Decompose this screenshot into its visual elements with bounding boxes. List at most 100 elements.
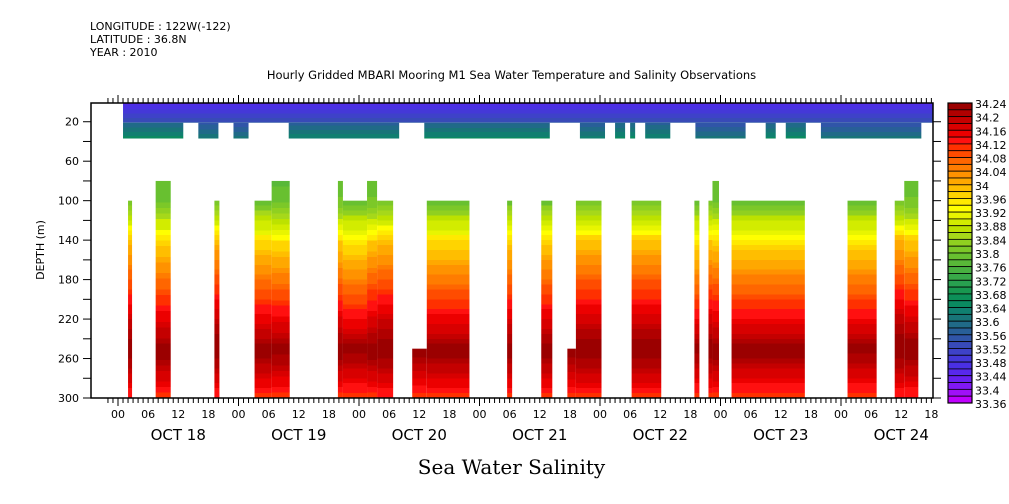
x-day-label: OCT 20 bbox=[392, 426, 447, 444]
colorbar-swatch bbox=[947, 313, 973, 322]
colorbar-swatch bbox=[947, 109, 973, 118]
x-hour-label: 18 bbox=[201, 408, 215, 421]
colorbar-swatch bbox=[947, 116, 973, 124]
colorbar-swatch bbox=[947, 123, 973, 131]
colorbar-label: 33.44 bbox=[975, 371, 1007, 384]
colorbar-swatch bbox=[947, 238, 973, 247]
colorbar-swatch bbox=[947, 361, 973, 370]
colorbar: 34.2434.234.1634.1234.0834.043433.9633.9… bbox=[947, 98, 1007, 411]
axes: 20 60 100 140 180 220 260 300 DEPTH (m) 00 06 12 18 0… bbox=[34, 95, 941, 444]
colorbar-swatch bbox=[947, 395, 973, 404]
shallow-data-cell bbox=[820, 122, 922, 139]
colorbar-swatch bbox=[947, 388, 973, 397]
colorbar-swatch bbox=[947, 327, 973, 336]
x-hour-label: 12 bbox=[894, 408, 908, 421]
colorbar-label: 33.68 bbox=[975, 289, 1007, 302]
chart-subtitle: Sea Water Salinity bbox=[417, 455, 606, 479]
latitude-label: LATITUDE : 36.8N bbox=[90, 33, 187, 46]
shallow-data-cell bbox=[288, 122, 400, 139]
shallow-data-cell bbox=[579, 122, 606, 139]
colorbar-swatch bbox=[947, 170, 973, 179]
colorbar-swatch bbox=[947, 232, 973, 240]
colorbar-label: 33.92 bbox=[975, 207, 1007, 220]
shallow-data-cell bbox=[198, 122, 219, 139]
colorbar-swatch bbox=[947, 136, 973, 145]
shallow-data-cell bbox=[630, 122, 636, 139]
x-day-label: OCT 22 bbox=[633, 426, 688, 444]
colorbar-swatch bbox=[947, 300, 973, 308]
x-hour-label: 12 bbox=[412, 408, 426, 421]
colorbar-swatch bbox=[947, 225, 973, 233]
x-hour-label: 06 bbox=[864, 408, 878, 421]
colorbar-label: 33.84 bbox=[975, 234, 1007, 247]
colorbar-label: 33.88 bbox=[975, 221, 1007, 234]
y-axis-label: DEPTH (m) bbox=[34, 220, 47, 280]
deep-data-cell bbox=[694, 200, 700, 398]
x-hour-label: 00 bbox=[352, 408, 366, 421]
colorbar-swatch bbox=[947, 252, 973, 261]
colorbar-label: 33.96 bbox=[975, 193, 1007, 206]
colorbar-swatch bbox=[947, 348, 973, 356]
colorbar-label: 33.36 bbox=[975, 398, 1007, 411]
colorbar-swatch bbox=[947, 245, 973, 254]
colorbar-swatch bbox=[947, 157, 973, 165]
colorbar-swatch bbox=[947, 211, 973, 220]
colorbar-label: 34.08 bbox=[975, 153, 1007, 166]
deep-data-cell bbox=[567, 348, 576, 398]
colorbar-swatch bbox=[947, 368, 973, 377]
x-hour-label: 12 bbox=[653, 408, 667, 421]
x-hour-label: 12 bbox=[774, 408, 788, 421]
x-hour-label: 12 bbox=[533, 408, 547, 421]
deep-data-cell bbox=[377, 200, 394, 398]
colorbar-label: 33.4 bbox=[975, 384, 1000, 397]
y-tick-label: 60 bbox=[65, 155, 79, 168]
x-hour-label: 18 bbox=[924, 408, 938, 421]
colorbar-swatch bbox=[947, 259, 973, 268]
colorbar-swatch bbox=[947, 102, 973, 111]
shallow-data-cell bbox=[695, 122, 746, 139]
x-hour-label: 06 bbox=[623, 408, 637, 421]
colorbar-swatch bbox=[947, 320, 973, 329]
x-hour-label: 12 bbox=[171, 408, 185, 421]
x-hour-label: 18 bbox=[442, 408, 456, 421]
colorbar-swatch bbox=[947, 375, 973, 383]
colorbar-swatch bbox=[947, 163, 973, 172]
x-hour-label: 12 bbox=[292, 408, 306, 421]
chart-title: Hourly Gridded MBARI Mooring M1 Sea Wate… bbox=[266, 68, 757, 82]
shallow-data-cell bbox=[123, 103, 934, 123]
colorbar-label: 33.52 bbox=[975, 343, 1007, 356]
deep-data-cell bbox=[904, 180, 919, 398]
x-day-label: OCT 19 bbox=[271, 426, 326, 444]
shallow-data-cell bbox=[233, 122, 249, 139]
deep-data-cell bbox=[128, 200, 133, 398]
y-tick-label: 140 bbox=[58, 234, 79, 247]
colorbar-swatch bbox=[947, 354, 973, 363]
x-day-label: OCT 21 bbox=[512, 426, 567, 444]
x-hour-label: 06 bbox=[141, 408, 155, 421]
colorbar-swatch bbox=[947, 184, 973, 193]
x-hour-label: 18 bbox=[804, 408, 818, 421]
colorbar-label: 33.8 bbox=[975, 248, 1000, 261]
y-tick-label: 260 bbox=[58, 353, 79, 366]
shallow-data-cell bbox=[765, 122, 776, 139]
colorbar-label: 34 bbox=[975, 180, 989, 193]
colorbar-label: 34.12 bbox=[975, 139, 1007, 152]
plot-frame bbox=[90, 102, 934, 399]
deep-data-cell bbox=[847, 200, 877, 398]
colorbar-label: 33.56 bbox=[975, 330, 1007, 343]
x-hour-label: 06 bbox=[262, 408, 276, 421]
colorbar-swatch bbox=[947, 273, 973, 281]
deep-data-cell bbox=[507, 200, 513, 398]
colorbar-swatch bbox=[947, 341, 973, 349]
shallow-data-cell bbox=[615, 122, 626, 139]
deep-data-cell bbox=[731, 200, 805, 398]
deep-data-cell bbox=[708, 200, 713, 398]
colorbar-label: 33.48 bbox=[975, 357, 1007, 370]
plot-area bbox=[123, 103, 934, 398]
colorbar-frame bbox=[947, 102, 973, 404]
colorbar-label: 33.76 bbox=[975, 262, 1007, 275]
shallow-data-cell bbox=[645, 122, 671, 139]
colorbar-swatch bbox=[947, 218, 973, 227]
x-hour-label: 00 bbox=[714, 408, 728, 421]
